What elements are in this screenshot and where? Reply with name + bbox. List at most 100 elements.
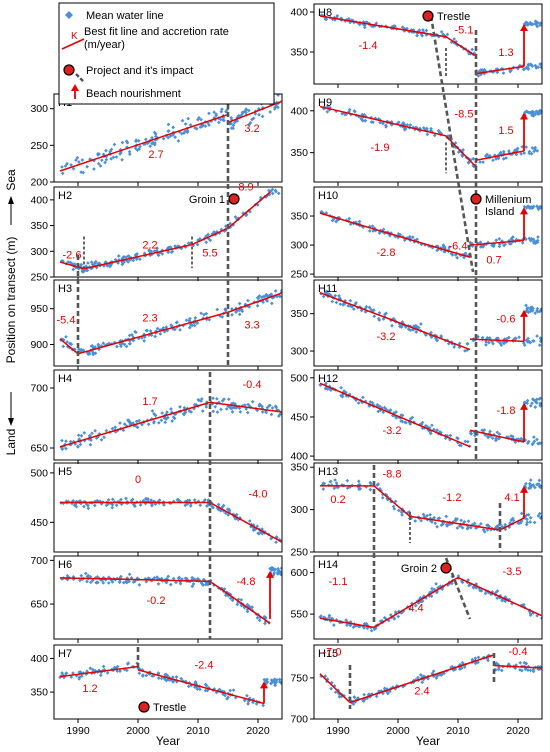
data-point xyxy=(468,431,473,436)
panel-label-h2: H2 xyxy=(58,190,72,202)
data-point xyxy=(226,397,231,402)
data-point xyxy=(396,614,401,619)
x-tick-label: 1990 xyxy=(326,725,350,737)
data-point xyxy=(146,497,150,501)
data-point xyxy=(182,406,187,410)
data-point xyxy=(124,344,129,349)
data-point xyxy=(270,406,275,410)
data-point xyxy=(118,421,122,425)
project-label: Trestle xyxy=(437,11,470,23)
data-point xyxy=(378,404,382,409)
data-point xyxy=(240,309,245,314)
data-point xyxy=(219,407,223,412)
panel-label-h4: H4 xyxy=(58,373,72,385)
data-point xyxy=(211,505,215,510)
data-point xyxy=(150,409,155,413)
data-point xyxy=(270,301,274,306)
y-tick-label: 450 xyxy=(290,411,308,423)
data-point xyxy=(276,566,280,571)
data-point xyxy=(232,120,237,125)
data-point xyxy=(372,308,376,312)
data-point xyxy=(110,426,115,431)
data-point xyxy=(390,323,394,328)
data-point xyxy=(533,399,538,404)
data-point xyxy=(537,343,542,348)
data-point xyxy=(201,583,205,587)
data-point xyxy=(224,407,229,411)
data-point xyxy=(272,107,277,111)
impact-lines-layer xyxy=(76,15,502,709)
fit-line-segment xyxy=(469,429,525,443)
data-point xyxy=(155,326,160,331)
data-point xyxy=(101,341,106,346)
data-point xyxy=(137,147,141,151)
fit-line-segment xyxy=(227,191,271,229)
data-point xyxy=(120,140,125,145)
data-point xyxy=(179,676,184,681)
data-point xyxy=(88,442,93,447)
data-point xyxy=(496,336,500,341)
data-point xyxy=(532,520,537,525)
data-point xyxy=(109,157,113,161)
data-point xyxy=(148,329,153,333)
panel-frame-h13 xyxy=(313,462,543,553)
data-point xyxy=(442,249,447,254)
data-point xyxy=(165,410,169,414)
fit-line-segment xyxy=(191,227,229,246)
data-point xyxy=(368,400,373,404)
data-point xyxy=(138,257,142,262)
data-point xyxy=(217,120,221,125)
y-tick-label: 350 xyxy=(290,211,308,223)
data-point xyxy=(137,583,142,587)
data-point xyxy=(60,165,64,169)
data-point xyxy=(80,158,85,162)
data-point xyxy=(470,47,475,52)
fit-line-segment xyxy=(373,485,411,517)
fit-line-segment xyxy=(77,311,229,355)
data-point xyxy=(211,396,215,401)
data-point xyxy=(330,218,335,223)
data-point xyxy=(466,519,471,523)
data-point xyxy=(425,132,430,137)
data-point xyxy=(109,147,114,152)
data-point xyxy=(79,573,84,578)
data-point xyxy=(525,517,529,522)
scatter-h3 xyxy=(59,288,282,357)
data-point xyxy=(104,428,109,433)
data-point xyxy=(110,497,115,502)
panel-frame-h14 xyxy=(313,555,543,640)
data-point xyxy=(514,336,518,341)
nourishment-arrowhead-icon xyxy=(520,24,528,31)
rate-label: 8.9 xyxy=(238,182,253,194)
y-tick-label: 550 xyxy=(290,609,308,621)
data-point xyxy=(230,410,235,414)
data-point xyxy=(92,503,97,508)
data-point xyxy=(159,418,164,423)
data-point xyxy=(369,307,373,312)
data-point xyxy=(106,498,111,502)
data-point xyxy=(200,409,205,413)
fit-line-segment xyxy=(209,501,283,543)
data-point xyxy=(329,686,333,691)
data-point xyxy=(185,129,190,134)
data-point xyxy=(346,303,351,308)
data-point xyxy=(486,340,491,345)
rate-label: 4.1 xyxy=(504,492,519,504)
panel-h10: 250 300 350 H10 -2.8 -6.4 0.7 xyxy=(290,186,543,281)
data-point xyxy=(137,671,142,676)
data-point xyxy=(192,323,197,328)
data-point xyxy=(420,599,425,603)
data-point xyxy=(483,154,488,158)
data-point xyxy=(247,122,252,127)
data-point xyxy=(65,161,69,166)
data-point xyxy=(273,681,278,686)
project-marker-icon xyxy=(422,10,434,22)
data-point xyxy=(530,146,535,150)
data-point xyxy=(76,445,80,449)
data-point xyxy=(279,681,282,686)
data-point xyxy=(375,483,380,488)
data-point xyxy=(370,224,375,229)
data-point xyxy=(434,676,439,680)
data-point xyxy=(93,428,97,433)
